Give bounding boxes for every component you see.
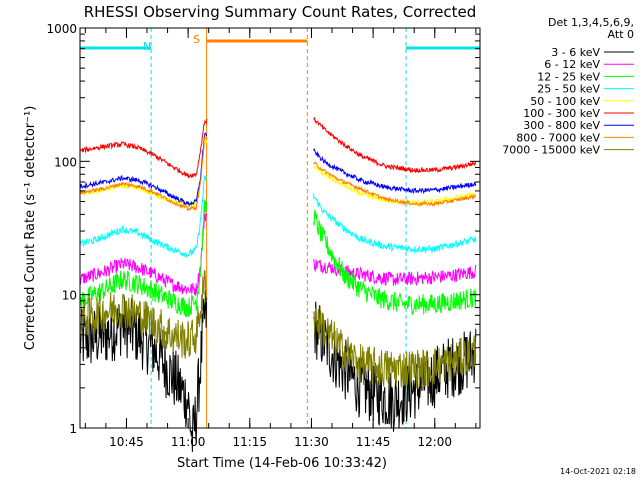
legend-label: 3 - 6 keV (551, 46, 600, 59)
series-line-1 (79, 213, 477, 296)
series-line-4 (79, 140, 477, 208)
legend-label: 12 - 25 keV (537, 70, 600, 83)
chart-title: RHESSI Observing Summary Count Rates, Co… (84, 3, 477, 21)
series-line-5 (79, 117, 477, 179)
series-line-8 (79, 269, 477, 391)
legend-label: 300 - 800 keV (523, 119, 600, 132)
legend-header-line-2: Att 0 (608, 28, 634, 41)
series-line-7 (79, 136, 476, 212)
x-axis-label: Start Time (14-Feb-06 10:33:42) (177, 456, 387, 471)
y-axis-label: Corrected Count Rate (s⁻¹ detector⁻¹) (23, 106, 38, 351)
y-tick-label: 1000 (46, 22, 77, 36)
annotation-night-label: N (143, 40, 151, 53)
y-tick-label: 100 (54, 155, 77, 169)
legend-label: 7000 - 15000 keV (502, 144, 600, 157)
x-tick-label: 10:45 (109, 435, 144, 449)
generation-timestamp: 14-Oct-2021 02:18 (560, 467, 636, 476)
series-line-6 (80, 132, 477, 208)
annotation-saa-label: S (193, 33, 200, 46)
legend-label: 800 - 7000 keV (516, 131, 600, 144)
x-tick-label: 11:45 (356, 435, 391, 449)
y-tick-label: 10 (62, 289, 77, 303)
plot-axes: 1 10 100 1000 10:45 11:00 11:15 11:30 11:45 12:00 (46, 22, 481, 449)
legend-label: 6 - 12 keV (544, 58, 600, 71)
x-tick-label: 12:00 (417, 435, 452, 449)
data-series (79, 117, 477, 452)
x-tick-label: 11:15 (232, 435, 267, 449)
series-line-2 (79, 199, 477, 318)
legend-label: 100 - 300 keV (523, 107, 600, 120)
y-tick-label: 1 (69, 422, 77, 436)
legend-header-line-1: Det 1,3,4,5,6,9, (548, 16, 634, 29)
x-tick-label: 11:00 (171, 435, 206, 449)
x-tick-label: 11:30 (294, 435, 329, 449)
plot-frame (79, 27, 481, 429)
legend-label: 25 - 50 keV (537, 83, 600, 96)
series-line-3 (79, 174, 477, 258)
legend-label: 50 - 100 keV (530, 95, 600, 108)
